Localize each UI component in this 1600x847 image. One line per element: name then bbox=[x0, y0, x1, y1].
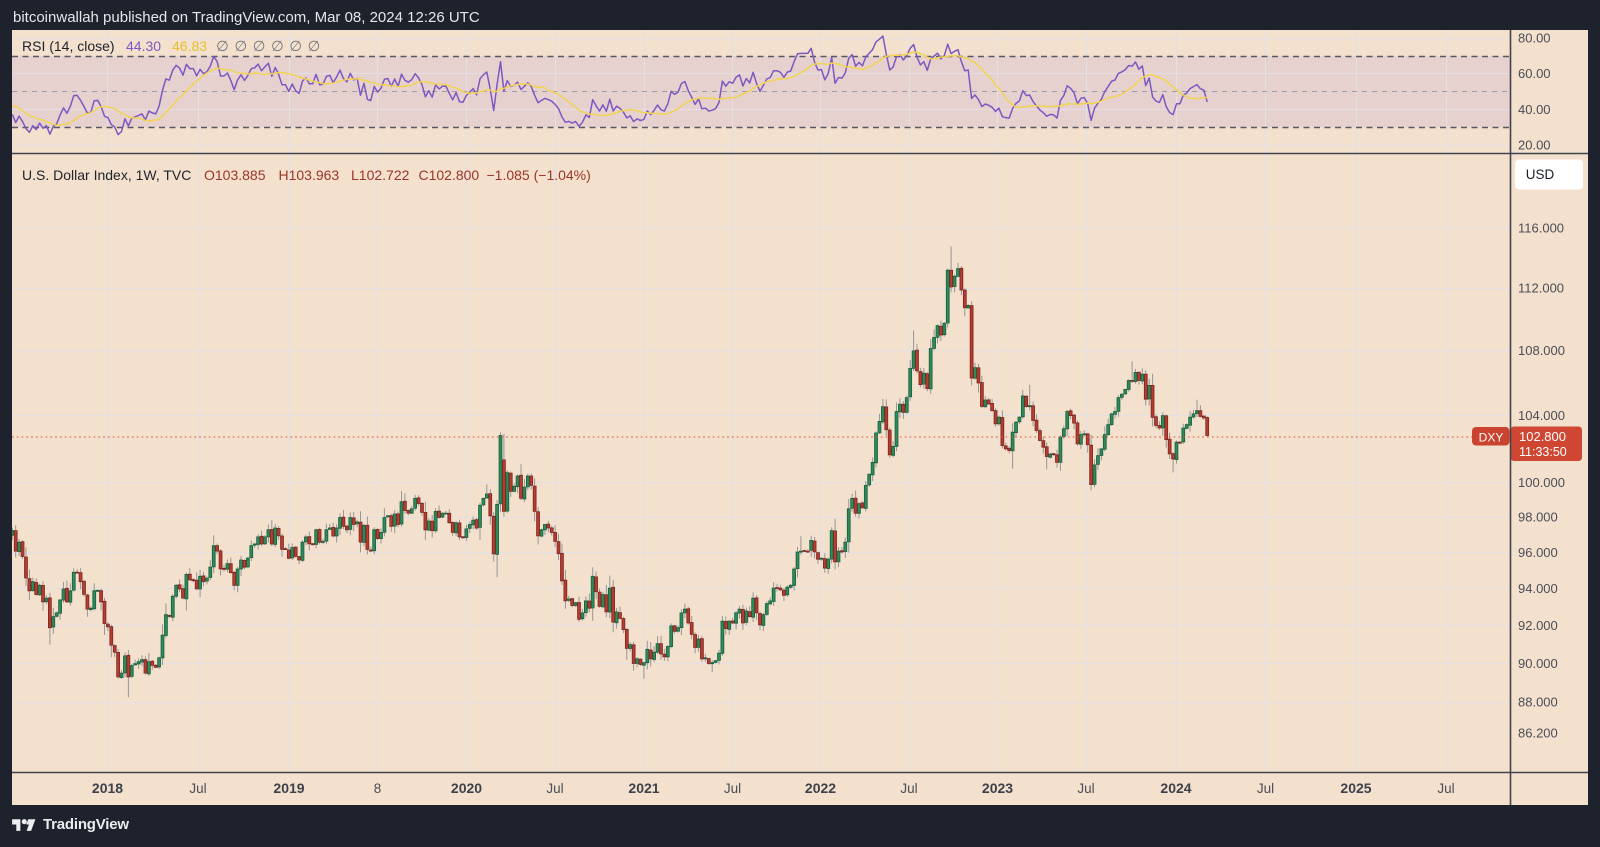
svg-text:98.000: 98.000 bbox=[1518, 510, 1558, 525]
svg-text:46.83: 46.83 bbox=[172, 38, 207, 54]
svg-text:Jul: Jul bbox=[1077, 781, 1094, 796]
svg-text:104.000: 104.000 bbox=[1518, 408, 1565, 423]
svg-text:C102.800: C102.800 bbox=[419, 167, 480, 183]
svg-text:H103.963: H103.963 bbox=[279, 167, 340, 183]
svg-text:O103.885: O103.885 bbox=[204, 167, 266, 183]
svg-text:∅: ∅ bbox=[253, 39, 266, 55]
svg-text:96.000: 96.000 bbox=[1518, 545, 1558, 560]
svg-text:∅: ∅ bbox=[216, 39, 229, 55]
svg-text:80.00: 80.00 bbox=[1518, 31, 1551, 46]
svg-text:∅: ∅ bbox=[308, 39, 321, 55]
svg-text:∅: ∅ bbox=[234, 39, 247, 55]
svg-text:Jul: Jul bbox=[189, 781, 206, 796]
svg-text:108.000: 108.000 bbox=[1518, 343, 1565, 358]
svg-text:2025: 2025 bbox=[1340, 780, 1371, 796]
svg-text:102.800: 102.800 bbox=[1519, 429, 1566, 444]
svg-text:8: 8 bbox=[374, 781, 382, 796]
svg-text:2018: 2018 bbox=[92, 780, 123, 796]
svg-text:94.000: 94.000 bbox=[1518, 581, 1558, 596]
svg-text:USD: USD bbox=[1526, 167, 1555, 182]
svg-text:2019: 2019 bbox=[273, 780, 304, 796]
svg-text:∅: ∅ bbox=[289, 39, 302, 55]
svg-text:2020: 2020 bbox=[451, 780, 482, 796]
svg-text:RSI (14, close): RSI (14, close) bbox=[22, 38, 115, 54]
svg-text:Jul: Jul bbox=[900, 781, 917, 796]
svg-text:∅: ∅ bbox=[271, 39, 284, 55]
svg-text:86.200: 86.200 bbox=[1518, 726, 1558, 741]
svg-text:88.000: 88.000 bbox=[1518, 694, 1558, 709]
svg-text:U.S. Dollar Index, 1W, TVC: U.S. Dollar Index, 1W, TVC bbox=[22, 167, 191, 183]
svg-text:−1.085 (−1.04%): −1.085 (−1.04%) bbox=[487, 167, 591, 183]
svg-text:Jul: Jul bbox=[724, 781, 741, 796]
svg-text:Jul: Jul bbox=[546, 781, 563, 796]
svg-text:112.000: 112.000 bbox=[1518, 281, 1564, 296]
svg-text:Jul: Jul bbox=[1257, 781, 1274, 796]
svg-text:2021: 2021 bbox=[628, 780, 659, 796]
svg-text:40.00: 40.00 bbox=[1518, 102, 1551, 117]
svg-text:20.00: 20.00 bbox=[1518, 137, 1551, 152]
svg-text:2024: 2024 bbox=[1160, 780, 1191, 796]
svg-text:Jul: Jul bbox=[1437, 781, 1454, 796]
svg-text:92.000: 92.000 bbox=[1518, 618, 1558, 633]
svg-text:2022: 2022 bbox=[805, 780, 836, 796]
svg-text:116.000: 116.000 bbox=[1518, 221, 1564, 236]
svg-text:11:33:50: 11:33:50 bbox=[1519, 445, 1567, 459]
svg-text:44.30: 44.30 bbox=[126, 38, 161, 54]
svg-text:L102.722: L102.722 bbox=[351, 167, 410, 183]
svg-text:2023: 2023 bbox=[982, 780, 1013, 796]
svg-text:DXY: DXY bbox=[1479, 431, 1504, 445]
svg-text:60.00: 60.00 bbox=[1518, 66, 1551, 81]
svg-text:100.000: 100.000 bbox=[1518, 475, 1565, 490]
svg-text:90.000: 90.000 bbox=[1518, 656, 1558, 671]
